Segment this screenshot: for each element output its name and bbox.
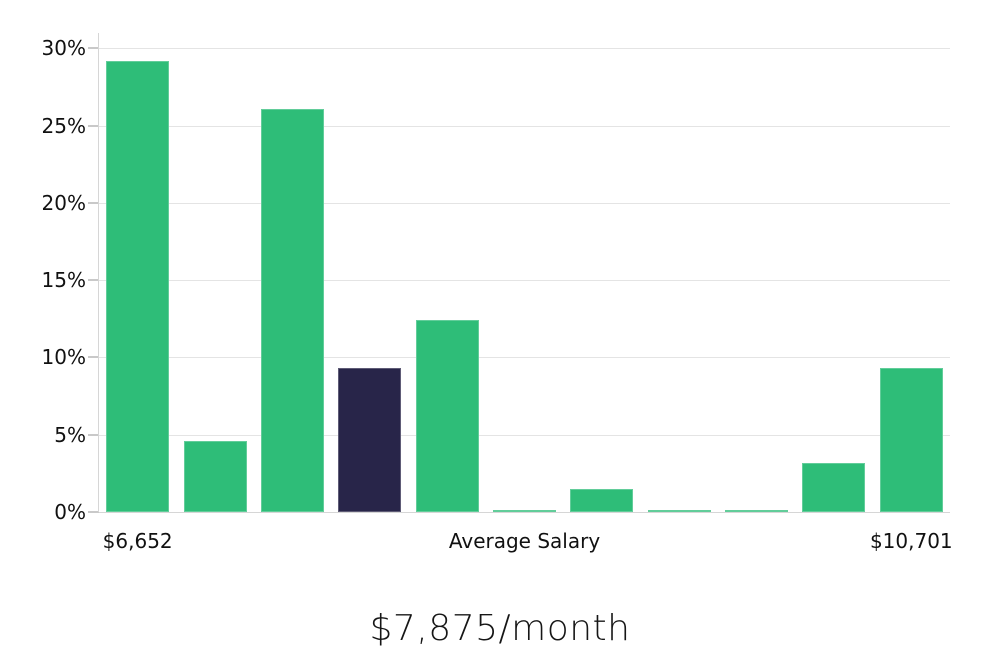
bar-average-highlight xyxy=(338,368,402,512)
gridline xyxy=(99,202,950,204)
y-tick-label: 15% xyxy=(41,268,86,293)
x-axis-line xyxy=(99,512,950,513)
bar xyxy=(647,510,711,512)
bar xyxy=(106,60,170,512)
y-tick-label: 5% xyxy=(54,422,86,447)
gridline xyxy=(99,125,950,127)
gridline xyxy=(99,434,950,436)
y-axis-line xyxy=(98,33,99,512)
x-tick-label: Average Salary xyxy=(448,529,601,553)
y-tick-mark xyxy=(88,433,99,436)
bar xyxy=(260,108,324,512)
y-tick-label: 10% xyxy=(41,345,86,370)
bar xyxy=(570,488,634,512)
bar xyxy=(879,368,943,512)
bar xyxy=(725,510,789,512)
bar xyxy=(183,440,247,512)
y-tick-label: 0% xyxy=(54,500,86,524)
bar xyxy=(802,462,866,512)
x-tick-label: $6,652 xyxy=(102,529,173,553)
y-tick-label: 30% xyxy=(41,36,86,61)
y-tick-label: 20% xyxy=(41,190,86,215)
y-tick-mark xyxy=(88,511,99,513)
y-tick-mark xyxy=(88,47,99,50)
y-tick-mark xyxy=(88,279,99,282)
gridline xyxy=(99,48,950,50)
gridline xyxy=(99,280,950,282)
y-tick-label: 25% xyxy=(41,113,86,138)
bar xyxy=(493,510,556,512)
gridline xyxy=(99,357,950,359)
y-tick-mark xyxy=(88,201,99,204)
bar xyxy=(415,320,479,512)
y-tick-mark xyxy=(88,124,99,127)
x-tick-label: $10,701 xyxy=(869,529,953,553)
y-tick-mark xyxy=(88,356,99,359)
average-salary-title: $7,875/month xyxy=(369,608,631,649)
